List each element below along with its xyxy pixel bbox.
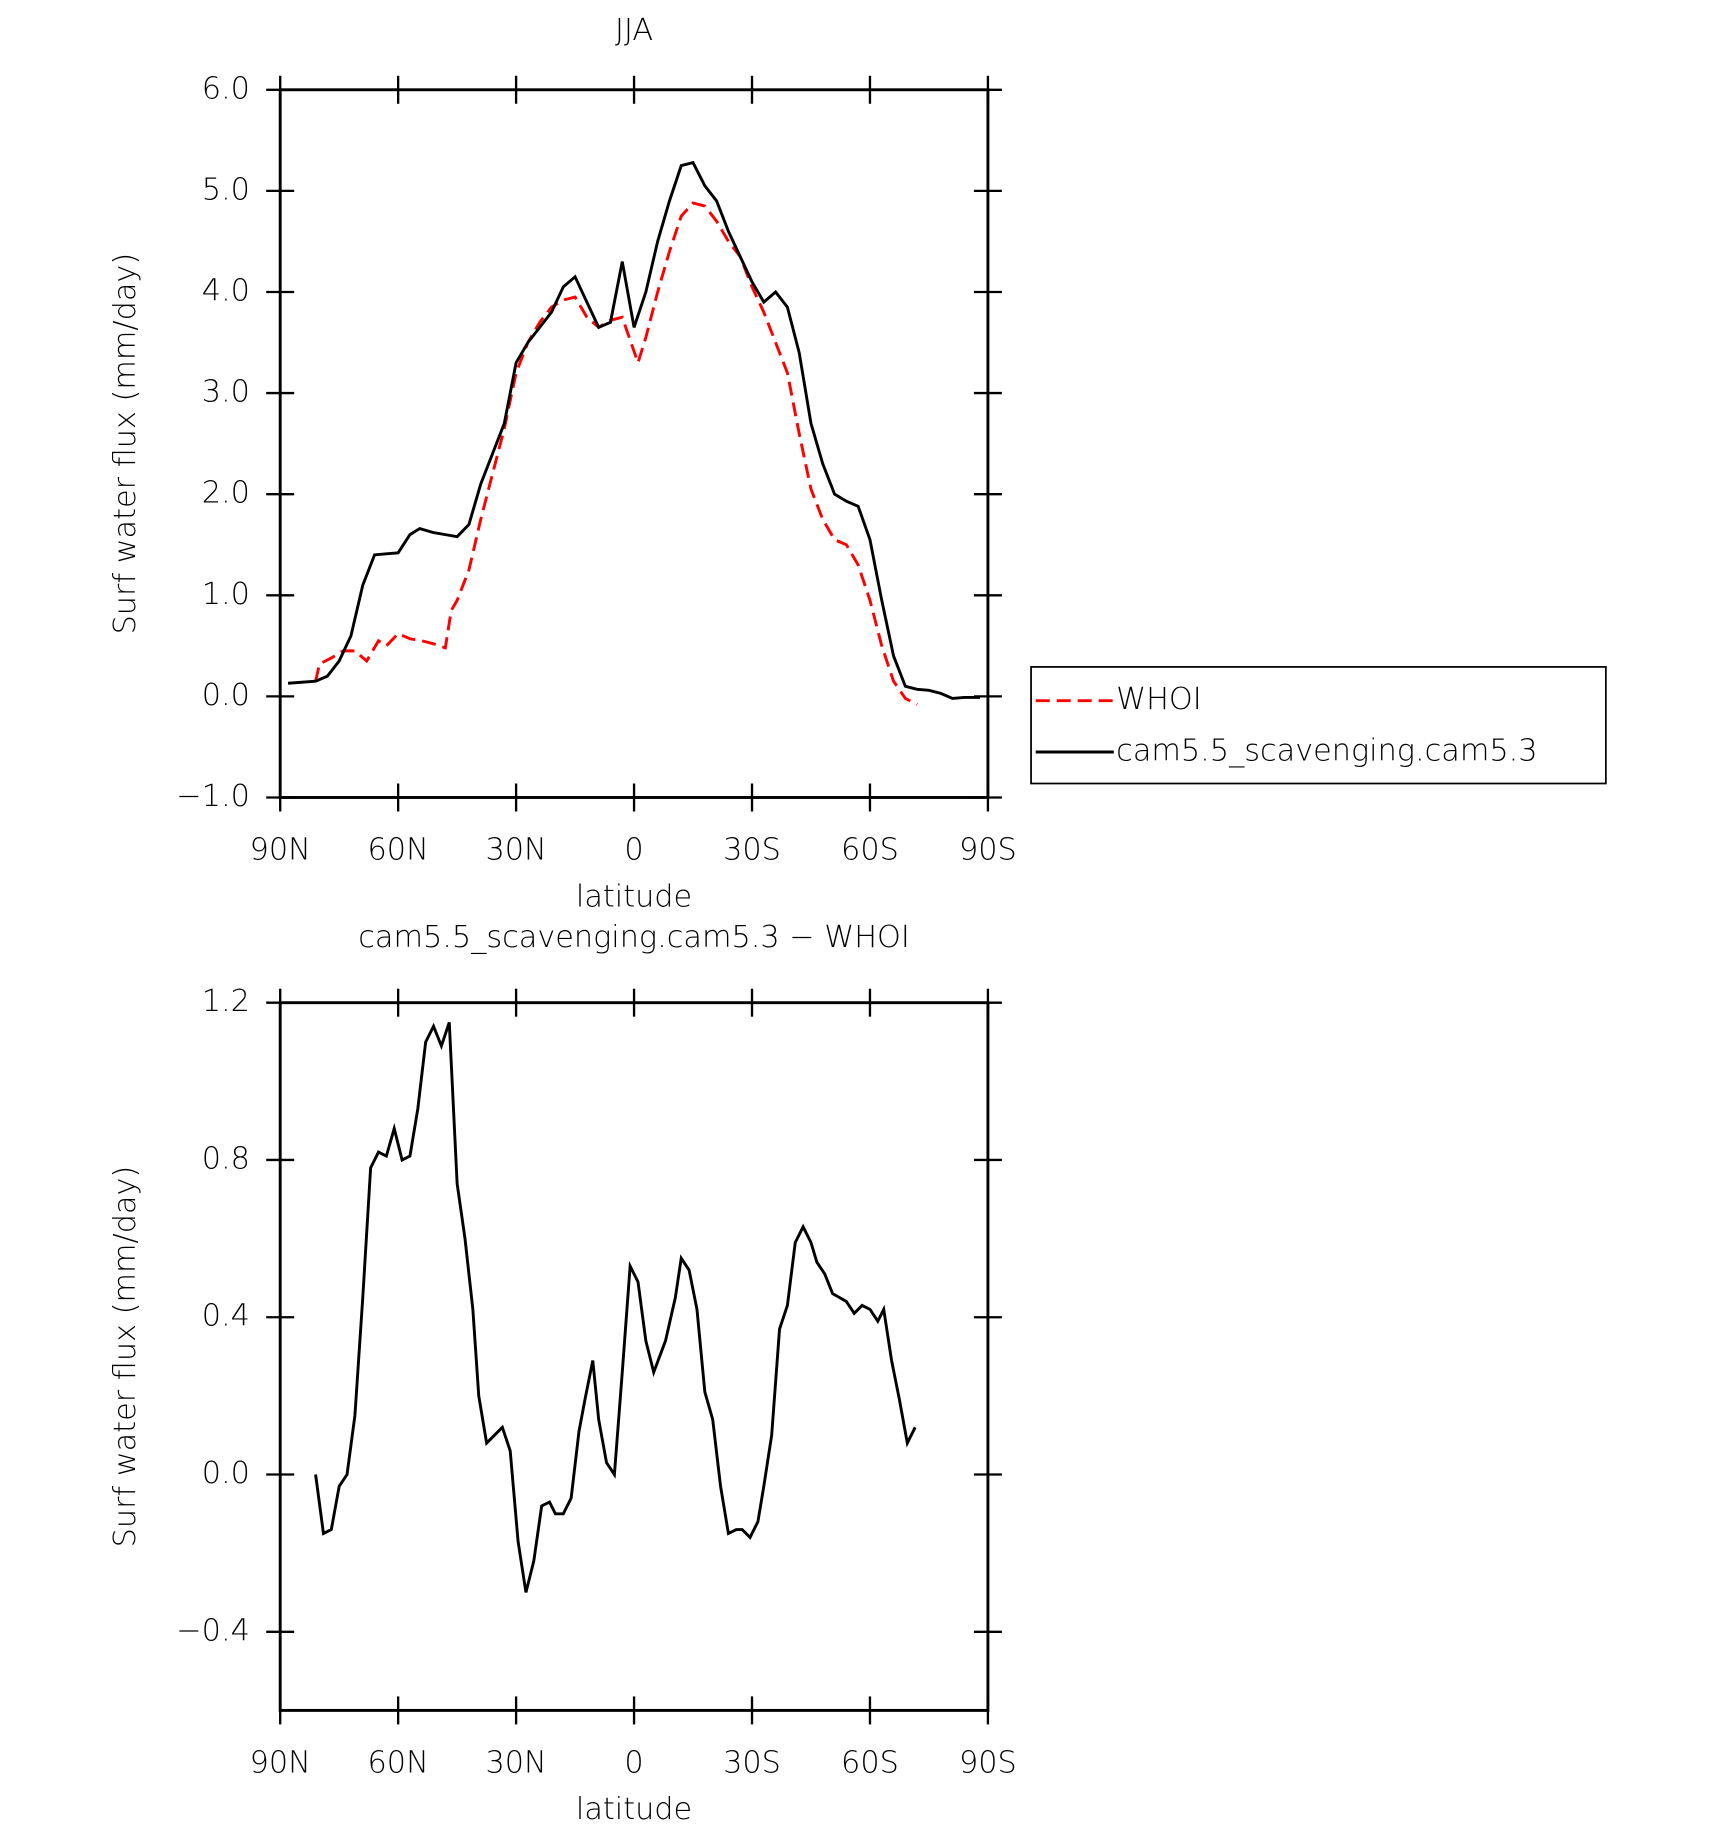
y-tick-label: 0.0 xyxy=(202,678,250,713)
legend-label: WHOI xyxy=(1116,682,1202,717)
y-axis-label: Surf water flux (mm/day) xyxy=(108,253,143,635)
y-tick-label: 6.0 xyxy=(202,71,250,106)
x-tick-label: 90S xyxy=(959,833,1017,868)
x-tick-label: 90S xyxy=(959,1746,1017,1781)
x-tick-label: 30N xyxy=(485,1746,546,1781)
x-tick-label: 30S xyxy=(723,1746,781,1781)
y-tick-label: 1.2 xyxy=(202,984,250,1019)
plot-frame xyxy=(278,1001,990,1712)
y-tick-label: 4.0 xyxy=(202,273,250,308)
y-tick-label: −1.0 xyxy=(176,779,250,814)
x-axis-label: latitude xyxy=(576,1792,692,1827)
legend-box xyxy=(1030,666,1607,785)
y-tick-label: 3.0 xyxy=(202,375,250,410)
legend-label: cam5.5_scavenging.cam5.3 xyxy=(1116,734,1537,769)
y-tick-label: −0.4 xyxy=(176,1613,250,1648)
x-tick-label: 90N xyxy=(250,833,311,868)
x-tick-label: 0 xyxy=(624,1746,643,1781)
x-tick-label: 0 xyxy=(624,833,643,868)
y-axis-label: Surf water flux (mm/day) xyxy=(108,1166,143,1548)
chart-title: cam5.5_scavenging.cam5.3 − WHOI xyxy=(358,920,910,955)
x-tick-label: 90N xyxy=(250,1746,311,1781)
x-tick-label: 30N xyxy=(485,833,546,868)
chart-title: JJA xyxy=(615,13,653,48)
x-tick-label: 60S xyxy=(841,1746,899,1781)
x-tick-label: 60N xyxy=(368,833,429,868)
x-tick-label: 60N xyxy=(368,1746,429,1781)
y-tick-label: 2.0 xyxy=(202,476,250,511)
data-line xyxy=(314,1021,917,1593)
y-tick-label: 0.8 xyxy=(202,1141,250,1176)
x-tick-label: 30S xyxy=(723,833,781,868)
y-tick-label: 5.0 xyxy=(202,172,250,207)
y-tick-label: 0.4 xyxy=(202,1299,250,1334)
x-axis-label: latitude xyxy=(576,879,692,914)
data-line xyxy=(314,201,918,706)
plot-frame xyxy=(278,88,990,799)
x-tick-label: 60S xyxy=(841,833,899,868)
data-line xyxy=(287,160,981,700)
y-tick-label: 1.0 xyxy=(202,577,250,612)
y-tick-label: 0.0 xyxy=(202,1456,250,1491)
